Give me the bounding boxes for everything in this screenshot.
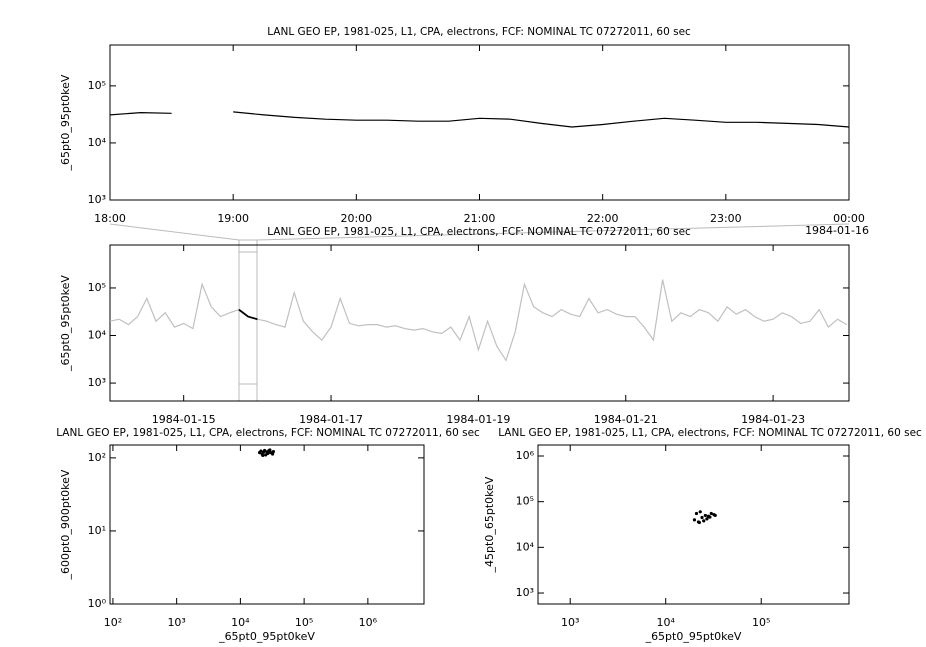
x-tick-label: 18:00 [94, 212, 126, 225]
x-axis-label: _65pt0_95pt0keV [218, 630, 315, 643]
plot-frame [109, 244, 850, 402]
data-point [270, 452, 275, 456]
x-tick-label: 1984-01-15 [152, 413, 216, 426]
x-tick-label: 1984-01-19 [446, 413, 510, 426]
y-tick-label: 10⁵ [88, 79, 106, 92]
x-tick-label: 10⁵ [752, 616, 770, 629]
x-tick-label: 21:00 [464, 212, 496, 225]
y-tick-label: 10⁴ [88, 136, 107, 149]
plot-frame [109, 444, 425, 605]
y-tick-label: 10⁰ [88, 597, 107, 610]
data-point [713, 513, 717, 518]
data-point [705, 517, 709, 521]
x-tick-label: 10³ [561, 616, 579, 629]
y-axis-label: _600pt0_900pt0keV [59, 469, 72, 580]
x-tick-label: 23:00 [710, 212, 742, 225]
data-line [109, 111, 850, 128]
data-point [692, 518, 697, 522]
x-tick-label: 10⁴ [231, 616, 250, 629]
data-point [697, 520, 701, 525]
y-tick-label: 10⁴ [516, 540, 535, 553]
x-tick-label: 10² [104, 616, 122, 629]
x-tick-label: 10⁵ [295, 616, 313, 629]
data-point [700, 515, 704, 520]
data-point [703, 513, 707, 518]
chart-title: LANL GEO EP, 1981-025, L1, CPA, electron… [267, 26, 691, 38]
x-axis-label: _65pt0_95pt0keV [645, 630, 742, 643]
data-point [694, 511, 699, 516]
chart-title: LANL GEO EP, 1981-025, L1, CPA, electron… [267, 226, 691, 238]
data-line [109, 279, 848, 362]
x-tick-label: 10⁶ [359, 616, 378, 629]
y-axis-label: _65pt0_95pt0keV [59, 275, 72, 372]
connector [256, 223, 850, 241]
x-tick-label: 20:00 [340, 212, 372, 225]
x-tick-label: 19:00 [217, 212, 249, 225]
x-tick-label: 22:00 [587, 212, 619, 225]
y-tick-label: 10¹ [88, 524, 106, 537]
data-point [259, 449, 263, 453]
data-point [271, 449, 276, 454]
y-tick-label: 10⁵ [516, 495, 534, 508]
x-tick-label: 1984-01-21 [594, 413, 658, 426]
data-point [268, 448, 272, 452]
data-point [261, 453, 265, 458]
data-point [698, 510, 702, 514]
y-tick-label: 10⁵ [88, 281, 106, 294]
data-point [702, 519, 706, 523]
y-axis-label: _65pt0_95pt0keV [59, 74, 72, 171]
chart-title: LANL GEO EP, 1981-025, L1, CPA, electron… [498, 427, 922, 439]
x-tick-label: 00:00 [833, 212, 865, 225]
connector [109, 223, 240, 241]
y-tick-label: 10³ [88, 376, 106, 389]
x-tick-label: 1984-01-17 [299, 413, 363, 426]
annotation: 1984-01-16 [805, 224, 869, 237]
y-tick-label: 10² [88, 451, 106, 464]
y-tick-label: 10³ [88, 193, 106, 206]
x-tick-label: 10⁴ [657, 616, 676, 629]
x-tick-label: 1984-01-23 [741, 413, 805, 426]
y-tick-label: 10⁶ [516, 449, 535, 462]
y-tick-label: 10³ [516, 586, 534, 599]
chart-title: LANL GEO EP, 1981-025, L1, CPA, electron… [56, 427, 480, 439]
x-tick-label: 10³ [167, 616, 185, 629]
y-tick-label: 10⁴ [88, 329, 107, 342]
plot-frame [537, 444, 850, 605]
data-point [708, 515, 712, 519]
data-line [238, 308, 258, 321]
data-point [709, 511, 713, 516]
y-axis-label: _45pt0_65pt0keV [483, 476, 496, 573]
data-point [266, 451, 270, 456]
